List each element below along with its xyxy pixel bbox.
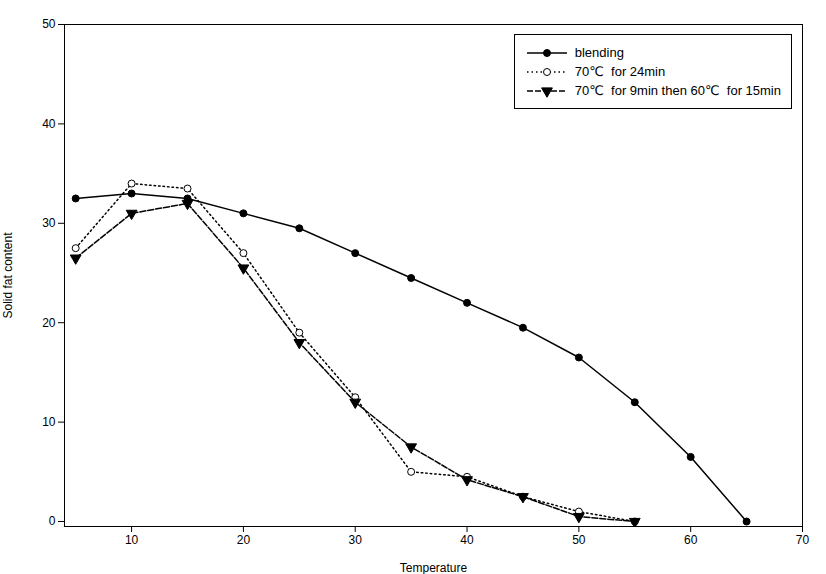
svg-text:Temperature: Temperature — [400, 561, 468, 574]
svg-text:0: 0 — [49, 514, 56, 528]
svg-text:40: 40 — [42, 117, 56, 131]
svg-text:20: 20 — [237, 533, 251, 547]
svg-text:70: 70 — [796, 533, 810, 547]
svg-text:50: 50 — [572, 533, 586, 547]
svg-text:50: 50 — [42, 17, 56, 31]
svg-text:10: 10 — [42, 415, 56, 429]
svg-text:20: 20 — [42, 316, 56, 330]
svg-text:60: 60 — [684, 533, 698, 547]
html-text:70℃ for 9min then 60℃ for 15mi: 70℃ for 9min then 60℃ for 15min — [574, 83, 781, 98]
html-text:blending: blending — [574, 45, 624, 60]
svg-text:30: 30 — [42, 216, 56, 230]
svg-text:10: 10 — [125, 533, 139, 547]
svg-text:Solid fat content: Solid fat content — [1, 232, 15, 319]
html-text:70℃ for 24min: 70℃ for 24min — [574, 64, 666, 79]
svg-text:40: 40 — [460, 533, 474, 547]
svg-text:30: 30 — [349, 533, 363, 547]
